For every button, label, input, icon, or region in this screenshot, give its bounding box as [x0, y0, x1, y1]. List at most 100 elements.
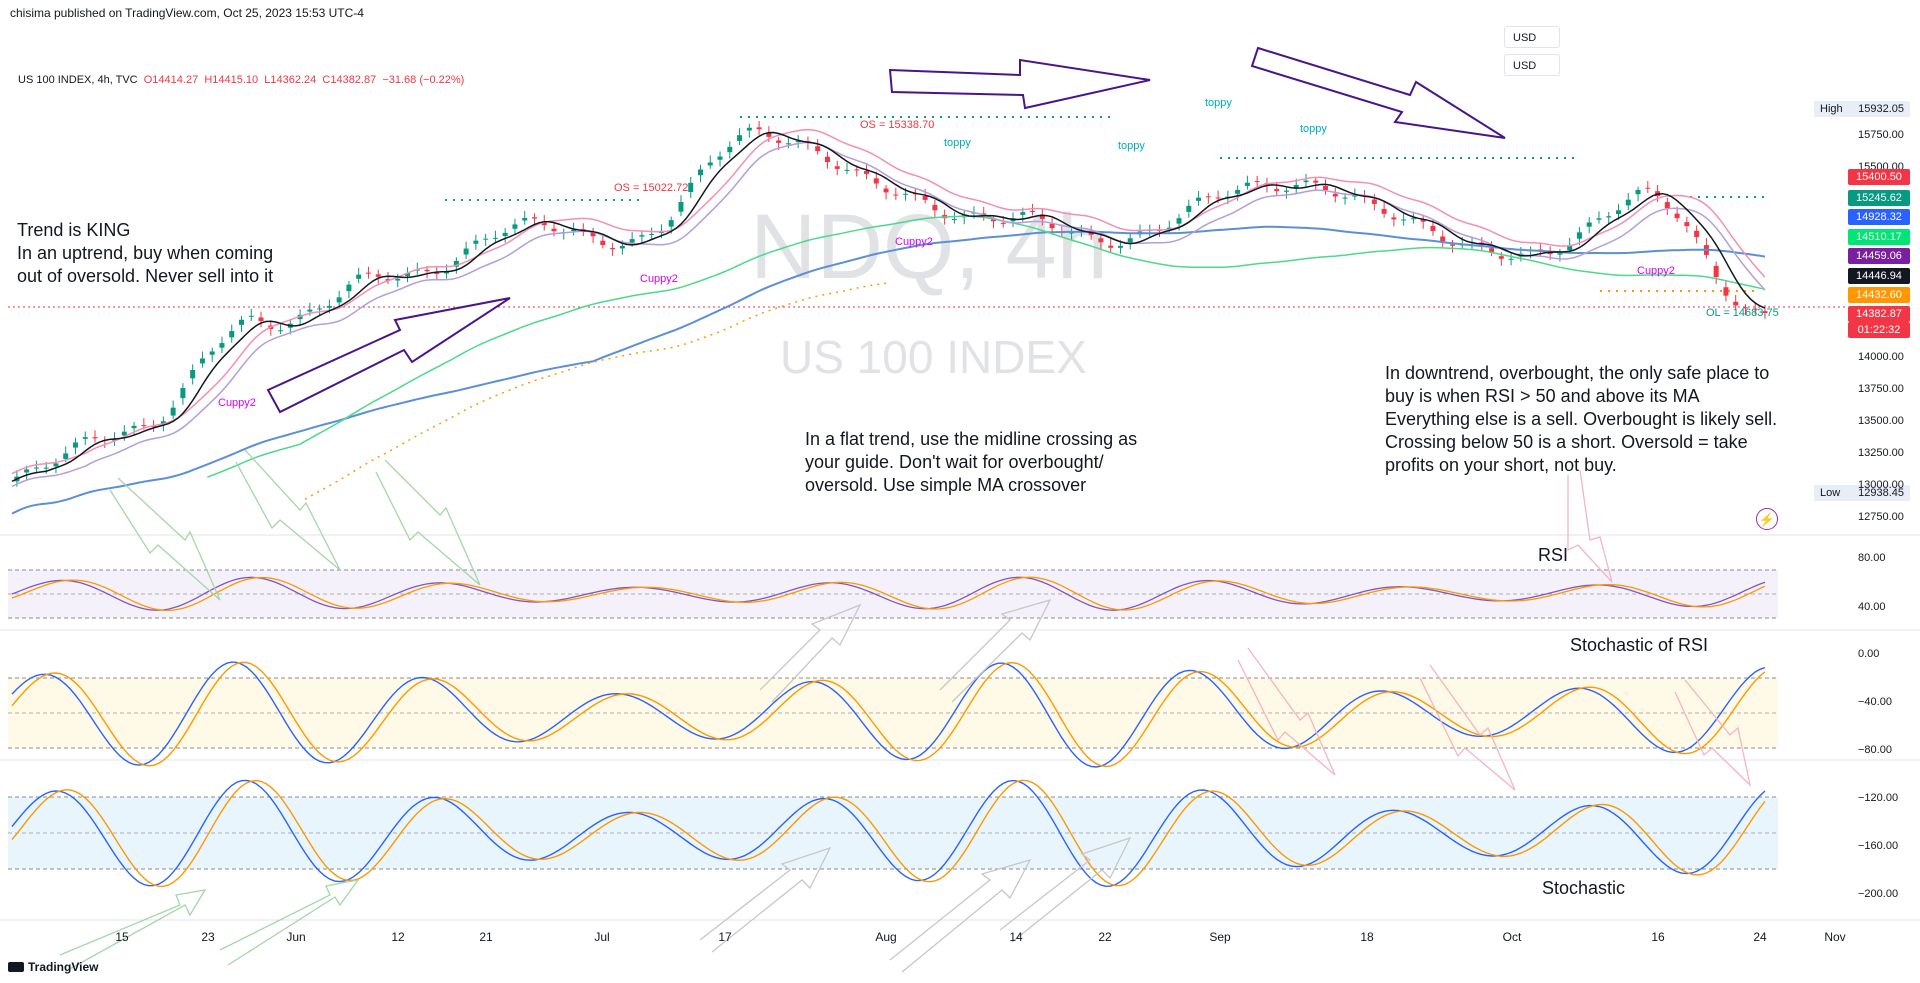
low-value: 12938.45	[1858, 487, 1904, 499]
candle-body	[43, 467, 49, 469]
ma-purple-line	[11, 141, 1766, 488]
pane-title-stoch-rsi: Stochastic of RSI	[1570, 635, 1709, 655]
rsi-tick-80: 80.00	[1858, 552, 1886, 564]
candle-body	[922, 196, 928, 200]
cuppy-label-1: Cuppy2	[218, 397, 256, 409]
publisher-line: chisima published on TradingView.com, Oc…	[10, 6, 364, 20]
cuppy-label-2: Cuppy2	[640, 273, 678, 285]
candle-body	[1235, 189, 1241, 194]
rsi-signal-line	[11, 576, 1766, 612]
toppy-label-3: toppy	[1205, 97, 1232, 109]
candle-body	[121, 431, 127, 436]
high-box: High 15932.05	[1814, 101, 1910, 117]
candle-body	[1352, 195, 1358, 197]
candle-body	[395, 278, 401, 281]
oscillator-layer	[11, 576, 1766, 888]
bolt-icon[interactable]: ⚡	[1756, 508, 1778, 530]
candle-body	[1625, 199, 1631, 206]
candle-body	[1088, 232, 1094, 235]
watermark-ticker: NDQ, 4h	[750, 196, 1108, 298]
candle-body	[1274, 189, 1280, 192]
candle-body	[512, 224, 518, 229]
candle-body	[483, 238, 489, 240]
arrow-green-1	[109, 477, 221, 601]
arrow-pink-3	[1419, 664, 1516, 791]
cuppy-label-4: Cuppy2	[1637, 265, 1675, 277]
candle-body	[502, 232, 508, 236]
candle-body	[1069, 232, 1075, 234]
candle-body	[1000, 222, 1006, 224]
candle-body	[278, 330, 284, 332]
candle-body	[1254, 181, 1260, 183]
time-tick: 15	[115, 930, 129, 944]
candle-body	[1401, 219, 1407, 221]
candle-body	[580, 229, 586, 231]
time-tick: 14	[1009, 930, 1023, 944]
candle-body	[551, 228, 557, 232]
candle-body	[571, 229, 577, 232]
price-tag: 14432.60	[1848, 287, 1910, 303]
candle-body	[707, 162, 713, 166]
uptrend-arrow	[266, 297, 511, 414]
candle-body	[1244, 182, 1250, 186]
price-tag: 14510.17	[1848, 229, 1910, 245]
candle-body	[82, 437, 88, 439]
price-tick-13500: 13500.00	[1858, 415, 1904, 427]
currency-button[interactable]: USD	[1504, 26, 1560, 48]
note-downtrend: In downtrend, overbought, the only safe …	[1385, 363, 1778, 475]
candle-body	[180, 388, 186, 399]
candle-body	[1616, 210, 1622, 214]
candle-body	[864, 170, 870, 174]
candle-body	[785, 143, 791, 145]
toppy-label-2: toppy	[1118, 140, 1145, 152]
candle-body	[307, 309, 313, 312]
currency-button-secondary[interactable]: USD	[1504, 54, 1560, 76]
stochrsi-d-line	[11, 661, 1766, 768]
candle-body	[1742, 307, 1748, 309]
candle-body	[678, 201, 684, 212]
candle-body	[1049, 223, 1055, 229]
price-tick-15750: 15750.00	[1858, 129, 1904, 141]
stoch-k-line	[11, 779, 1766, 888]
candle-body	[1567, 244, 1573, 251]
candle-body	[1547, 252, 1553, 255]
candle-body	[1215, 197, 1221, 199]
candle-body	[1733, 301, 1739, 306]
toppy-label-1: toppy	[944, 137, 971, 149]
time-tick: 24	[1753, 930, 1767, 944]
candle-body	[776, 140, 782, 143]
candle-body	[92, 437, 98, 439]
pane-title-rsi: RSI	[1538, 545, 1569, 565]
high-label: High	[1820, 103, 1843, 115]
ohlc-close: C14382.87	[322, 74, 377, 86]
candle-body	[766, 132, 772, 137]
candle-body	[590, 232, 596, 237]
candle-body	[1410, 218, 1416, 220]
candle-body	[1371, 199, 1377, 204]
candle-body	[33, 467, 39, 469]
candle-body	[698, 169, 704, 176]
candle-body	[1586, 222, 1592, 227]
candle-body	[1157, 230, 1163, 232]
candle-body	[844, 169, 850, 171]
candle-body	[1020, 212, 1026, 215]
os-label-1: OS = 15022.72	[614, 182, 689, 194]
candle-body	[649, 234, 655, 236]
arrow-grey-2	[939, 598, 1052, 703]
candle-body	[1752, 308, 1758, 310]
candle-body	[824, 156, 830, 163]
candle-body	[239, 319, 245, 325]
ol-label: OL = 14683.75	[1706, 307, 1779, 319]
candle-body	[746, 127, 752, 131]
candle-body	[463, 248, 469, 255]
low-label: Low	[1820, 487, 1841, 499]
candle-body	[424, 269, 430, 272]
arrow-pink-2	[1237, 647, 1336, 776]
candle-body	[1674, 213, 1680, 219]
time-tick: Nov	[1824, 930, 1846, 944]
candle-body	[1440, 236, 1446, 242]
watermark-description: US 100 INDEX	[780, 331, 1087, 383]
price-tick-12750: 12750.00	[1858, 511, 1904, 523]
price-layer	[14, 121, 1768, 487]
